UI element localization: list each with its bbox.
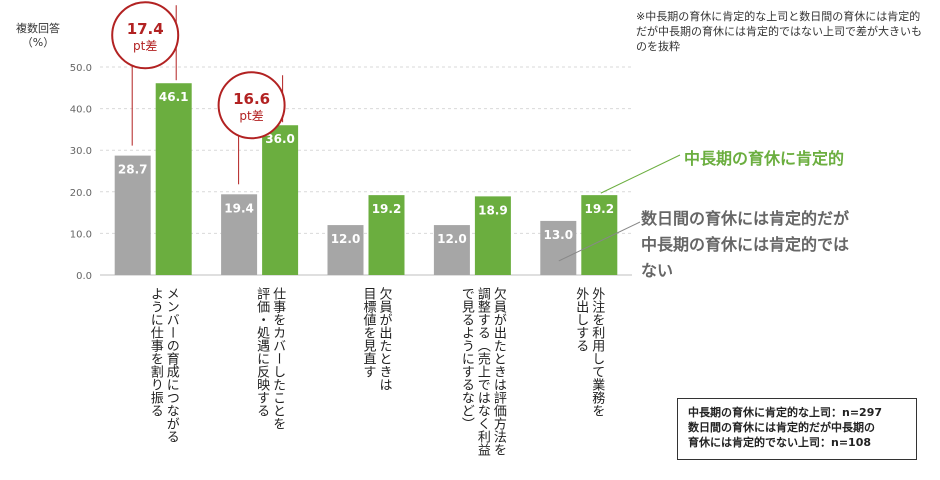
bar-gray — [540, 220, 577, 275]
bar-green — [474, 196, 511, 275]
difference-circle — [111, 1, 180, 70]
bar-value-label: 12.0 — [331, 232, 361, 246]
bar-value-label: 46.1 — [159, 90, 189, 104]
difference-unit: pt差 — [133, 39, 157, 53]
category-label: ように仕事を割り振る — [148, 287, 164, 417]
difference-unit: pt差 — [239, 109, 263, 123]
y-axis-title: （%） — [22, 36, 54, 49]
difference-circle — [217, 71, 286, 140]
bar-green — [581, 195, 618, 275]
bar-value-label: 13.0 — [543, 228, 573, 242]
category-label: 欠員が出たときは — [377, 286, 393, 391]
y-tick-label: 0.0 — [76, 271, 92, 282]
sample-line-2: 数日間の育休には肯定的だが中長期の — [688, 421, 875, 434]
bar-value-label: 28.7 — [118, 163, 148, 177]
category-label: 評価・処遇に反映する — [254, 287, 270, 417]
sample-line-3: 育休には肯定的でない上司：n=108 — [688, 436, 872, 449]
bar-value-label: 19.4 — [224, 201, 254, 215]
legend-label-positive-short-term-only: 数日間の育休には肯定的だが中長期の育休には肯定的ではない — [641, 209, 850, 280]
legend-leader-gray — [558, 221, 641, 262]
bar-gray — [114, 155, 151, 275]
sample-line-1: 中長期の育休に肯定的な上司：n=297 — [688, 406, 883, 419]
bar-value-label: 19.2 — [372, 202, 402, 216]
bar-green — [155, 83, 192, 275]
bar-gray — [433, 225, 470, 275]
category-label: 欠員が出たときは評価方法を — [491, 286, 507, 456]
category-label: 仕事をカバーしたことを — [270, 287, 286, 430]
legend-leader-green — [600, 154, 681, 194]
bar-value-label: 36.0 — [265, 132, 295, 146]
y-tick-label: 20.0 — [70, 188, 92, 199]
category-label: 外注を利用して業務を — [589, 287, 605, 417]
bar-green — [262, 125, 299, 276]
chart-note: ※中長期の育休に肯定的な上司と数日間の育休には肯定的だが中長期の育休には肯定的で… — [636, 10, 922, 53]
category-label: 外出しする — [573, 287, 589, 352]
y-tick-label: 40.0 — [70, 105, 92, 116]
category-label: 調整する（売上ではなく利益 — [475, 287, 491, 456]
y-tick-label: 10.0 — [70, 229, 92, 240]
sample-size-box: 中長期の育休に肯定的な上司：n=297 数日間の育休には肯定的だが中長期の 育休… — [677, 398, 917, 460]
category-label: 目標値を見直す — [361, 287, 377, 378]
difference-value: 16.6 — [233, 90, 270, 108]
bar-green — [368, 195, 405, 275]
bar-value-label: 19.2 — [584, 202, 614, 216]
bar-value-label: 18.9 — [478, 203, 508, 217]
difference-value: 17.4 — [127, 20, 164, 38]
category-label: メンバーの育成につながる — [164, 287, 180, 443]
y-tick-label: 50.0 — [70, 63, 92, 74]
category-label: で見るようにするなど） — [459, 287, 475, 430]
bar-gray — [327, 225, 364, 275]
y-axis-title: 複数回答 — [16, 21, 60, 35]
bar-value-label: 12.0 — [437, 232, 467, 246]
bar-gray — [221, 194, 258, 275]
legend-label-positive-long-term: 中長期の育休に肯定的 — [684, 149, 845, 168]
y-tick-label: 30.0 — [70, 146, 92, 157]
